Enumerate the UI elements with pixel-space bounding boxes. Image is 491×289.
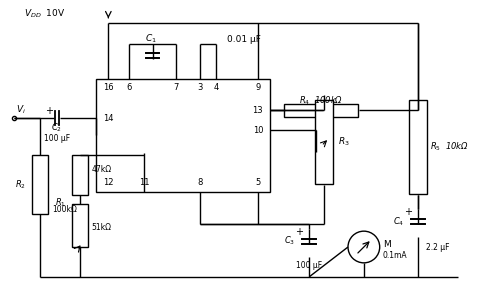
Text: 13: 13: [252, 106, 263, 115]
Text: 7: 7: [173, 83, 178, 92]
Text: 2.2 μF: 2.2 μF: [426, 242, 450, 251]
Bar: [72, 204, 87, 247]
Text: 100 μF: 100 μF: [44, 134, 70, 142]
Text: $R_5$  10kΩ: $R_5$ 10kΩ: [430, 141, 469, 153]
Text: 4: 4: [214, 83, 219, 92]
Bar: [72, 155, 87, 194]
Text: 11: 11: [139, 178, 149, 187]
Text: 6: 6: [127, 83, 132, 92]
Text: 100 μF: 100 μF: [296, 261, 323, 270]
Text: $C_2$: $C_2$: [52, 122, 62, 134]
Text: $C_4$: $C_4$: [393, 215, 405, 227]
Text: 5: 5: [255, 178, 261, 187]
Text: +: +: [296, 227, 303, 237]
Text: $V_i$: $V_i$: [16, 103, 26, 116]
Text: $R_4$  100kΩ: $R_4$ 100kΩ: [299, 94, 343, 107]
Text: $C_1$: $C_1$: [145, 33, 157, 45]
Text: 51kΩ: 51kΩ: [91, 223, 111, 232]
Text: $R_3$: $R_3$: [338, 136, 350, 148]
Bar: [315, 100, 333, 184]
Text: $V_{DD}$  10V: $V_{DD}$ 10V: [24, 7, 65, 20]
Text: M: M: [382, 240, 390, 249]
Text: 0.01 μF: 0.01 μF: [227, 34, 261, 44]
Text: 9: 9: [255, 83, 261, 92]
Bar: [96, 79, 270, 192]
Text: 47kΩ: 47kΩ: [91, 165, 111, 174]
Text: 100kΩ: 100kΩ: [52, 205, 77, 214]
Text: $R_1$: $R_1$: [55, 196, 66, 209]
Text: 16: 16: [103, 83, 113, 92]
Text: 8: 8: [198, 178, 203, 187]
Text: 10: 10: [253, 126, 263, 135]
Text: $C_3$: $C_3$: [284, 235, 296, 247]
Text: +: +: [45, 106, 53, 116]
Text: +: +: [405, 207, 412, 217]
Text: 0.1mA: 0.1mA: [382, 251, 408, 260]
Bar: [32, 155, 48, 214]
Bar: [284, 104, 358, 117]
Text: 14: 14: [103, 114, 113, 123]
Text: 12: 12: [103, 178, 113, 187]
Bar: [409, 100, 427, 194]
Text: 3: 3: [198, 83, 203, 92]
Text: $R_2$: $R_2$: [15, 178, 26, 191]
